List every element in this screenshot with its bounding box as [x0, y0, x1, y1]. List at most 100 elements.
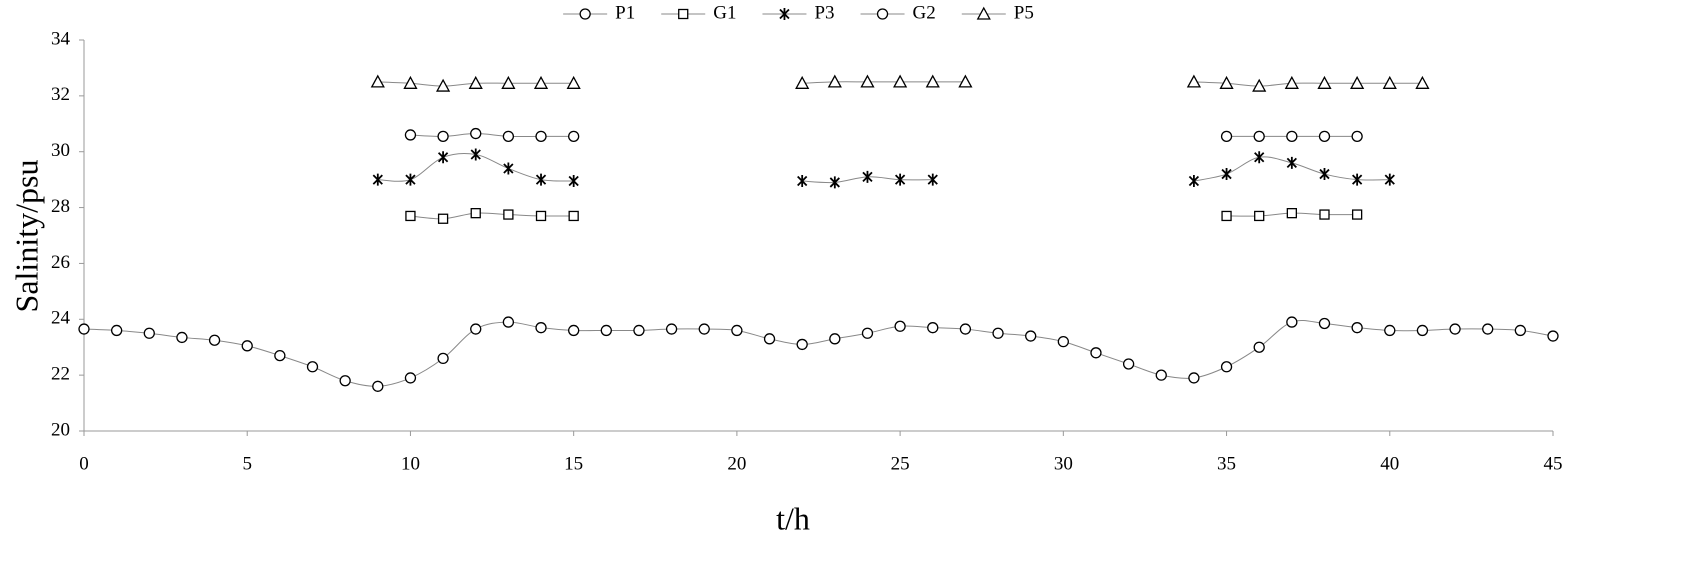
y-tick-label: 20 — [51, 419, 70, 440]
marker-circle — [502, 316, 515, 328]
marker-circle — [437, 352, 449, 365]
marker-triangle — [976, 6, 991, 20]
marker-square — [1221, 210, 1232, 222]
marker-circle — [633, 324, 645, 337]
marker-triangle — [958, 74, 973, 88]
y-tick-label: 28 — [51, 196, 70, 217]
marker-shape — [600, 324, 612, 337]
marker-shape — [665, 323, 678, 335]
marker-shape — [435, 78, 451, 92]
y-tick-label: 34 — [51, 28, 71, 49]
marker-circle — [1547, 330, 1559, 342]
marker-shape — [1254, 210, 1265, 222]
marker-shape — [403, 75, 418, 89]
marker-shape — [796, 338, 808, 351]
marker-circle — [1351, 322, 1363, 334]
marker-triangle — [370, 74, 385, 88]
marker-shape — [501, 75, 516, 89]
x-tick-label: 35 — [1217, 453, 1236, 474]
marker-shape — [876, 8, 889, 20]
marker-shape — [535, 322, 547, 334]
marker-shape — [78, 323, 90, 335]
marker-shape — [1351, 322, 1363, 334]
marker-triangle — [435, 78, 451, 92]
marker-circle — [274, 349, 286, 362]
marker-circle — [1286, 130, 1298, 143]
marker-shape — [827, 74, 842, 88]
marker-shape — [568, 324, 580, 337]
marker-shape — [437, 130, 449, 143]
marker-shape — [1221, 210, 1232, 222]
legend-label: P5 — [1014, 2, 1034, 23]
marker-square — [1286, 208, 1297, 219]
marker-shape — [1188, 175, 1200, 188]
marker-star — [437, 151, 449, 164]
marker-circle — [665, 323, 678, 335]
marker-circle — [1351, 130, 1363, 143]
marker-star — [894, 173, 906, 186]
marker-circle — [731, 324, 743, 337]
marker-star — [829, 176, 840, 189]
marker-triangle — [566, 75, 581, 89]
marker-shape — [795, 75, 810, 89]
marker-shape — [860, 74, 875, 88]
marker-circle — [568, 130, 580, 143]
marker-circle — [1384, 324, 1396, 337]
marker-circle — [535, 322, 547, 334]
y-tick-label: 30 — [51, 140, 70, 161]
marker-shape — [568, 210, 579, 222]
marker-circle — [241, 340, 253, 352]
marker-shape — [927, 173, 938, 186]
marker-shape — [763, 333, 776, 345]
marker-shape — [893, 74, 908, 88]
x-tick-label: 45 — [1544, 453, 1563, 474]
marker-circle — [502, 130, 515, 143]
marker-shape — [568, 130, 580, 143]
marker-circle — [992, 327, 1004, 339]
marker-shape — [503, 209, 514, 220]
marker-shape — [405, 210, 416, 222]
legend: P1 G1 P3 G2 P5 — [563, 2, 1034, 23]
marker-shape — [829, 333, 841, 345]
marker-shape — [779, 8, 790, 20]
marker-triangle — [1415, 75, 1430, 89]
marker-shape — [241, 340, 253, 352]
marker-star — [535, 173, 547, 186]
marker-circle — [176, 331, 188, 344]
marker-shape — [1090, 347, 1102, 359]
x-tick-label: 15 — [564, 453, 583, 474]
legend-label: G2 — [913, 2, 936, 23]
marker-shape — [370, 74, 385, 88]
marker-circle — [1188, 372, 1200, 384]
x-tick-label: 10 — [401, 453, 420, 474]
marker-shape — [502, 130, 515, 143]
marker-shape — [535, 173, 547, 186]
marker-shape — [894, 173, 906, 186]
marker-star — [1286, 156, 1297, 169]
marker-star — [1254, 151, 1265, 164]
series-line — [377, 152, 1390, 184]
marker-circle — [876, 8, 889, 20]
x-tick-label: 30 — [1054, 453, 1073, 474]
marker-shape — [698, 323, 710, 335]
marker-circle — [143, 327, 155, 339]
marker-circle — [404, 129, 417, 141]
marker-shape — [535, 210, 547, 222]
marker-shape — [306, 361, 319, 373]
marker-circle — [698, 323, 710, 335]
marker-shape — [1286, 208, 1297, 219]
marker-shape — [208, 334, 221, 346]
marker-shape — [894, 320, 906, 332]
legend-label: P1 — [615, 2, 635, 23]
marker-shape — [372, 173, 383, 186]
marker-shape — [1319, 168, 1330, 181]
marker-circle — [1514, 324, 1527, 337]
marker-shape — [1416, 324, 1429, 337]
marker-shape — [1351, 173, 1363, 186]
marker-circle — [600, 324, 612, 337]
x-tick-label: 0 — [79, 453, 89, 474]
marker-star — [779, 8, 790, 20]
marker-shape — [1318, 130, 1331, 143]
marker-shape — [1188, 372, 1200, 384]
marker-circle — [1057, 335, 1069, 348]
